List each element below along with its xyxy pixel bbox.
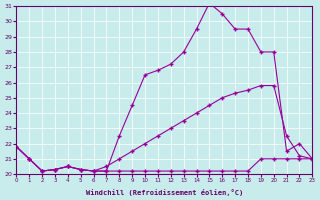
- X-axis label: Windchill (Refroidissement éolien,°C): Windchill (Refroidissement éolien,°C): [86, 189, 243, 196]
